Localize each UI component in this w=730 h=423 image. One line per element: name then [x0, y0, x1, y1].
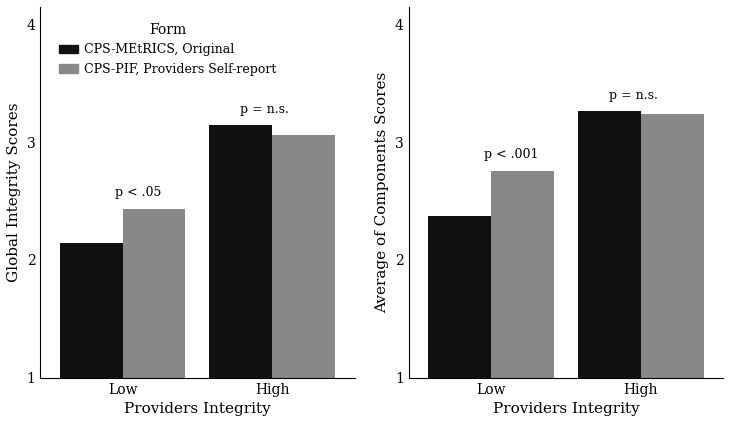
- Bar: [272, 135, 335, 378]
- Bar: [578, 110, 641, 378]
- Text: p < .001: p < .001: [483, 148, 538, 161]
- Y-axis label: Average of Components Scores: Average of Components Scores: [375, 71, 389, 313]
- Text: p < .05: p < .05: [115, 186, 161, 199]
- Bar: [210, 125, 272, 378]
- Text: p = n.s.: p = n.s.: [609, 89, 658, 102]
- Bar: [60, 244, 123, 378]
- Bar: [641, 114, 704, 378]
- Text: p = n.s.: p = n.s.: [240, 103, 289, 116]
- Y-axis label: Global Integrity Scores: Global Integrity Scores: [7, 102, 21, 282]
- X-axis label: Providers Integrity: Providers Integrity: [493, 402, 639, 416]
- Bar: [491, 170, 554, 378]
- X-axis label: Providers Integrity: Providers Integrity: [124, 402, 271, 416]
- Bar: [123, 209, 185, 378]
- Legend: CPS-MEtRICS, Original, CPS-PIF, Providers Self-report: CPS-MEtRICS, Original, CPS-PIF, Provider…: [53, 17, 283, 82]
- Bar: [429, 217, 491, 378]
